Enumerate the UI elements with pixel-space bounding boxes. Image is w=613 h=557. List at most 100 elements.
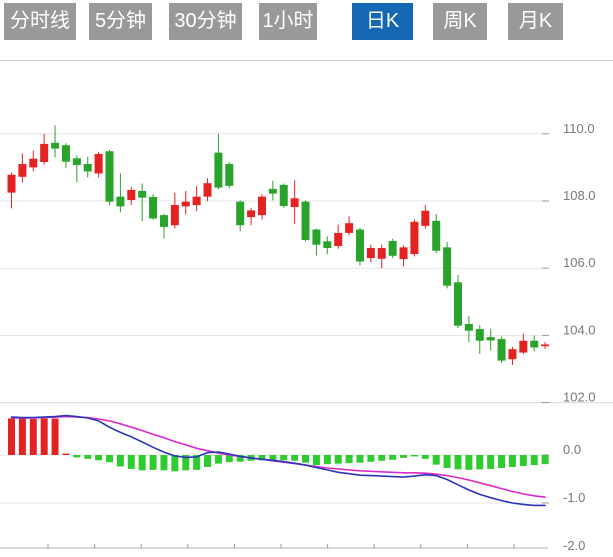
macd-histogram-bar (356, 455, 364, 463)
candle-body (72, 158, 81, 166)
candle-body (236, 201, 245, 226)
candle-body (377, 248, 386, 259)
macd-histogram-bar (389, 455, 397, 460)
candle-body (159, 215, 168, 227)
macd-histogram-bar (149, 455, 157, 470)
candle-body (61, 145, 70, 162)
candle-body (443, 247, 452, 286)
macd-histogram-bar (204, 455, 212, 467)
candle-body (225, 164, 234, 186)
dif-line (10, 414, 546, 507)
candle-body (149, 196, 158, 219)
candle-body (105, 151, 114, 202)
candle-body (40, 143, 49, 163)
candle-body (464, 323, 473, 331)
macd-histogram-bar (541, 455, 549, 465)
tab-1hour[interactable]: 1小时 (259, 3, 317, 40)
macd-histogram-bar (258, 455, 266, 461)
candle-body (519, 340, 528, 353)
candle-body (541, 344, 550, 347)
macd-histogram-bar (106, 455, 114, 463)
macd-histogram-bar (171, 455, 179, 472)
macd-histogram-bar (291, 455, 299, 461)
macd-histogram-bar (269, 455, 277, 460)
tab-monthly-k[interactable]: 月K (508, 3, 563, 40)
price-axis-label: 104.0 (563, 322, 596, 337)
macd-histogram-bar (487, 455, 495, 469)
macd-histogram-bar (410, 455, 418, 457)
candle-body (127, 189, 136, 200)
candle-body (247, 210, 256, 218)
candle-body (203, 183, 212, 197)
candle-body (345, 223, 354, 233)
candle-body (323, 241, 332, 249)
candle-body (453, 282, 462, 326)
candle-body (508, 349, 517, 360)
candle-body (432, 220, 441, 251)
candle-body (29, 158, 38, 168)
macd-histogram-bar (214, 455, 222, 464)
macd-histogram-bar (51, 418, 59, 455)
candle-body (94, 153, 103, 174)
macd-histogram-bar (29, 419, 37, 455)
tab-5min[interactable]: 5分钟 (89, 3, 152, 40)
candle-body (486, 337, 495, 341)
candle-body (192, 196, 201, 206)
tab-timeline[interactable]: 分时线 (4, 3, 76, 40)
macd-histogram-bar (84, 455, 92, 459)
kline-chart-canvas: 110.0 108.0 106.0 104.0 102.0 0.0 -1.0 -2.0 (0, 60, 613, 553)
macd-histogram-bar (182, 455, 190, 471)
candle-body (355, 229, 364, 262)
macd-histogram-bar (225, 455, 233, 463)
macd-histogram-bar (236, 455, 244, 462)
macd-histogram-bar (508, 455, 516, 467)
period-tabbar: 分时线 5分钟 30分钟 1小时 日K 周K 月K (0, 0, 613, 42)
price-axis-label: 106.0 (563, 255, 596, 270)
macd-histogram-bar (62, 453, 70, 455)
candle-body (399, 247, 408, 260)
candle-body (7, 174, 16, 193)
candle-body (530, 340, 539, 348)
macd-histogram-bar (302, 455, 310, 463)
macd-histogram-bar (40, 418, 48, 455)
macd-histogram-bar (280, 455, 288, 461)
candle-body (301, 201, 310, 240)
kline-chart[interactable]: 110.0 108.0 106.0 104.0 102.0 0.0 -1.0 -2.0 (0, 60, 613, 557)
macd-histogram-bar (116, 455, 124, 467)
macd-histogram-bar (138, 455, 146, 471)
price-axis-label: 102.0 (563, 390, 596, 405)
candle-body (279, 184, 288, 207)
macd-histogram-bar (476, 455, 484, 470)
macd-histogram-bar (530, 455, 538, 466)
candle-body (170, 205, 179, 226)
candle-body (497, 339, 506, 361)
candle-body (421, 210, 430, 226)
macd-histogram-bar (367, 455, 375, 462)
macd-axis-label: -1.0 (563, 490, 585, 505)
macd-histogram-bar (312, 455, 320, 466)
tab-daily-k[interactable]: 日K (352, 3, 413, 40)
candle-body (410, 221, 419, 255)
macd-histogram-bar (160, 455, 168, 471)
tab-weekly-k[interactable]: 周K (433, 3, 487, 40)
macd-histogram-bar (465, 455, 473, 470)
macd-histogram-bar (443, 455, 451, 468)
tab-30min[interactable]: 30分钟 (169, 3, 242, 40)
macd-histogram-bar (73, 455, 81, 458)
candle-body (83, 164, 92, 172)
candle-body (475, 329, 484, 341)
candle-body (388, 240, 397, 256)
candle-body (181, 201, 190, 207)
candle-body (366, 248, 375, 259)
candle-body (138, 190, 147, 198)
candle-body (257, 196, 266, 216)
macd-histogram-bar (95, 455, 103, 461)
macd-histogram-bar (378, 455, 386, 461)
candle-body (116, 196, 125, 207)
macd-axis-label: 0.0 (563, 442, 581, 457)
macd-histogram-bar (345, 455, 353, 464)
macd-histogram-bar (8, 418, 15, 455)
macd-histogram-bar (400, 455, 408, 458)
macd-histogram-bar (127, 455, 135, 469)
